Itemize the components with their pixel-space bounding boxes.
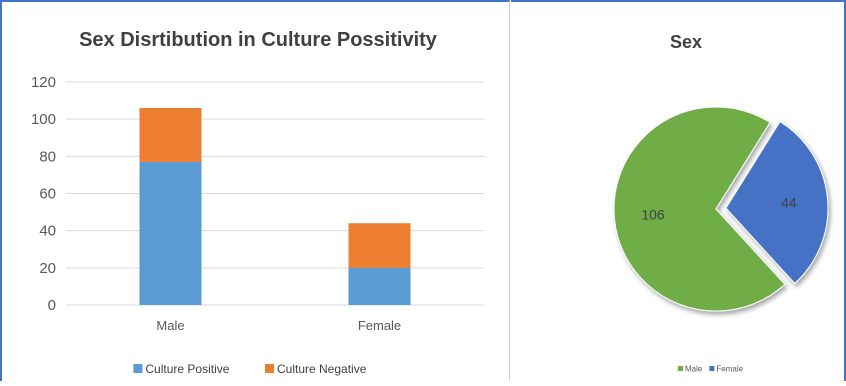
legend-label: Culture Negative xyxy=(277,362,367,376)
legend-label: Female xyxy=(716,365,743,374)
y-tick-label: 100 xyxy=(31,111,56,128)
pie-data-label: 106 xyxy=(641,207,665,223)
bar-marks: Male Female xyxy=(139,108,411,333)
pie-data-label: 44 xyxy=(781,194,797,210)
y-tick-label: 80 xyxy=(39,148,56,165)
pie-marks: 44 106 xyxy=(613,106,829,312)
y-tick-label: 60 xyxy=(39,186,56,203)
pie-legend: Male Female xyxy=(678,365,744,374)
pie-chart-panel: Sex 44 106 Male Female xyxy=(511,0,846,381)
bar-segment xyxy=(348,223,411,268)
bar-grid: 0 20 40 60 80 100 120 xyxy=(31,74,484,314)
y-tick-label: 20 xyxy=(39,260,56,277)
y-tick-label: 0 xyxy=(48,297,56,314)
legend-swatch xyxy=(265,364,274,373)
bar-segment xyxy=(139,161,202,305)
x-tick-label: Female xyxy=(358,318,401,333)
pie-chart-title: Sex xyxy=(670,32,702,52)
pie-chart: Sex 44 106 Male Female xyxy=(613,32,829,374)
legend-swatch xyxy=(133,364,143,373)
y-tick-label: 40 xyxy=(39,223,56,240)
y-tick-label: 120 xyxy=(31,74,56,91)
bar-chart: Sex Disrtibution in Culture Possitivity … xyxy=(31,29,484,376)
bar-chart-panel: Sex Disrtibution in Culture Possitivity … xyxy=(0,0,510,381)
pie-slice-female xyxy=(725,120,829,285)
legend-label: Male xyxy=(685,365,703,374)
bar-chart-title: Sex Disrtibution in Culture Possitivity xyxy=(79,29,438,51)
bar-legend: Culture Positive Culture Negative xyxy=(133,362,367,376)
legend-swatch xyxy=(678,366,683,371)
legend-swatch xyxy=(709,366,715,371)
bar-segment xyxy=(348,267,411,305)
x-tick-label: Male xyxy=(156,318,184,333)
pie-slice-male xyxy=(613,106,786,312)
bar-segment xyxy=(139,108,202,162)
legend-label: Culture Positive xyxy=(145,362,229,376)
